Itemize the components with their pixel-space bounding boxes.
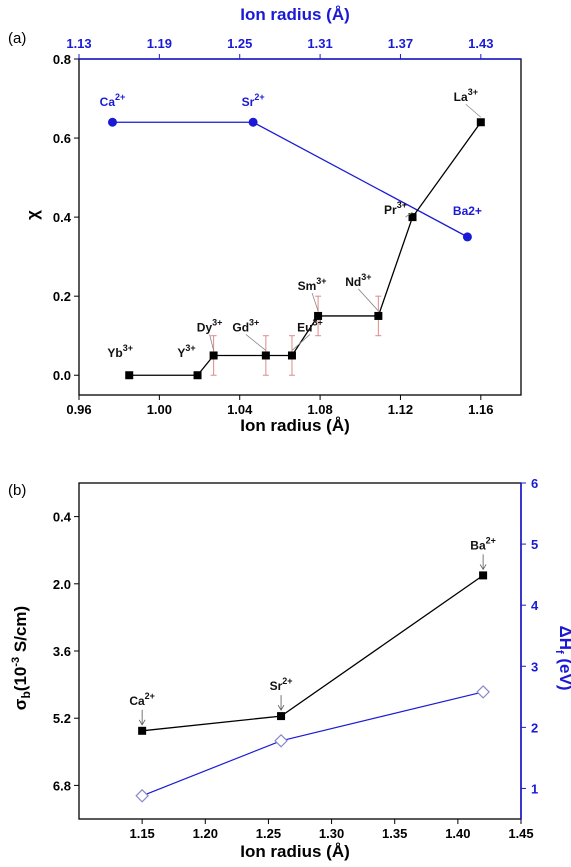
- panel-a-x-tick-label: 1.08: [307, 402, 332, 417]
- panel-a-y-axis-title: χ: [23, 210, 42, 220]
- panel-a-alkaline-point: [107, 117, 117, 127]
- panel-a-label-leader: [358, 288, 379, 312]
- panel-a-lanthanide-label: Pr3+: [384, 200, 407, 217]
- panel-b-left-axis-title: σb(10-3 S/cm): [10, 606, 33, 710]
- panel-a-lanthanide-label: Dy3+: [197, 317, 223, 334]
- panel-a-lanthanide-label: Yb3+: [107, 343, 133, 360]
- panel-a-alkaline-point: [248, 117, 258, 127]
- panel-a-label-leader: [209, 334, 214, 351]
- panel-b-x-tick-label: 1.35: [382, 826, 407, 841]
- panel-b-label-arrowhead: [138, 719, 146, 726]
- panel-a-top-tick-label: 1.25: [227, 36, 252, 51]
- panel-a-alkaline-point: [462, 232, 472, 242]
- panel-a-x-tick-label: 1.04: [227, 402, 253, 417]
- panel-b-right-tick-label: 2: [531, 720, 538, 735]
- panel-b-left-tick-label: 3.6: [53, 644, 71, 659]
- panel-a-label-leader: [405, 211, 413, 218]
- panel-a-label-leader: [311, 292, 319, 312]
- panel-b-conductivity-point: [277, 712, 286, 721]
- panel-b-label: (b): [8, 482, 26, 499]
- panel-b-x-axis-title: Ion radius (Å): [240, 842, 350, 861]
- panel-b-right-tick-label: 3: [531, 659, 538, 674]
- panel-b-enthalpy-line: [141, 691, 484, 797]
- panel-a-lanthanide-point: [209, 351, 218, 360]
- panel-b-x-tick-label: 1.25: [256, 826, 281, 841]
- panel-a-label-leader: [465, 103, 482, 118]
- panel-a-lanthanide-line: [129, 121, 482, 376]
- panel-a: (a) Ion radius (Å) Ion radius (Å) χ 0.96…: [8, 5, 522, 435]
- panel-a-label: (a): [8, 30, 26, 47]
- panel-a-x-tick-label: 1.16: [468, 402, 493, 417]
- panel-a-lanthanide-point: [125, 371, 134, 380]
- panel-a-lanthanide-label: Sm3+: [298, 276, 327, 293]
- panel-a-y-tick-label: 0.2: [53, 289, 71, 304]
- panel-b-conductivity-point: [479, 571, 488, 580]
- panel-a-top-tick-label: 1.19: [147, 36, 172, 51]
- panel-b-left-tick-label: 5.2: [53, 711, 71, 726]
- panel-a-y-tick-label: 0.8: [53, 52, 71, 67]
- panel-b-plot-frame: [78, 482, 522, 820]
- panel-b-x-tick-label: 1.15: [129, 826, 154, 841]
- panel-b-x-tick-label: 1.45: [508, 826, 533, 841]
- panel-b-right-tick-label: 5: [531, 537, 538, 552]
- panel-a-x-tick-label: 0.96: [66, 402, 91, 417]
- panel-b-conductivity-label: Ca2+: [129, 691, 155, 708]
- panel-b-conductivity-line: [142, 574, 484, 732]
- panel-a-bottom-axis-title: Ion radius (Å): [240, 416, 350, 435]
- panel-a-plot-frame: [78, 58, 522, 396]
- panel-b-left-tick-label: 2.0: [53, 577, 71, 592]
- panel-a-lanthanide-point: [287, 351, 296, 360]
- panel-a-lanthanide-point: [374, 311, 383, 320]
- panel-a-lanthanide-point: [476, 118, 485, 127]
- panel-b-enthalpy-point: [274, 733, 288, 748]
- panel-a-y-tick-label: 0.0: [53, 368, 71, 383]
- panel-a-lanthanide-label: Y3+: [177, 343, 195, 360]
- panel-a-y-tick-label: 0.4: [53, 210, 72, 225]
- panel-a-lanthanide-point: [261, 351, 270, 360]
- panel-b-conductivity-label: Sr2+: [270, 676, 293, 693]
- panel-b-right-tick-label: 4: [531, 598, 539, 613]
- panel-a-lanthanide-label: La3+: [454, 87, 478, 104]
- panel-b-right-tick-label: 6: [531, 476, 538, 491]
- panel-a-lanthanide-point: [193, 371, 202, 380]
- panel-a-alkaline-label: Sr2+: [242, 92, 265, 109]
- panel-a-lanthanide-label: Eu3+: [297, 317, 323, 334]
- panel-a-top-tick-label: 1.13: [66, 36, 91, 51]
- panel-a-top-axis-title: Ion radius (Å): [240, 5, 350, 24]
- panel-b: (b) Ion radius (Å) σb(10-3 S/cm) ΔHf (eV…: [8, 476, 571, 861]
- panel-a-lanthanide-label: Nd3+: [345, 272, 371, 289]
- panel-b-x-tick-label: 1.40: [445, 826, 470, 841]
- panel-b-left-tick-label: 0.4: [53, 510, 72, 525]
- panel-b-right-tick-label: 1: [531, 781, 538, 796]
- panel-a-alkaline-label: Ba2+: [453, 204, 482, 218]
- panel-b-label-arrowhead: [479, 564, 487, 571]
- panel-b-right-axis-title: ΔHf (eV): [553, 625, 571, 690]
- panel-a-top-tick-label: 1.37: [388, 36, 413, 51]
- panel-b-x-tick-label: 1.30: [319, 826, 344, 841]
- panel-a-y-tick-label: 0.6: [53, 131, 71, 146]
- panel-a-x-tick-label: 1.00: [147, 402, 172, 417]
- panel-a-alkaline-label: Ca2+: [100, 92, 126, 109]
- panel-a-x-tick-label: 1.12: [388, 402, 413, 417]
- panel-a-label-leader: [291, 334, 311, 351]
- panel-a-top-tick-label: 1.31: [307, 36, 332, 51]
- panel-b-conductivity-point: [138, 726, 147, 735]
- panel-b-enthalpy-point: [135, 788, 149, 803]
- panel-a-lanthanide-point: [314, 311, 323, 320]
- panel-a-lanthanide-point: [408, 213, 417, 222]
- panel-b-enthalpy-point: [476, 685, 490, 699]
- panel-b-left-tick-label: 6.8: [53, 778, 71, 793]
- panel-b-label-arrowhead: [277, 704, 285, 711]
- panel-a-top-tick-label: 1.43: [468, 36, 493, 51]
- panel-b-conductivity-label: Ba2+: [470, 535, 496, 552]
- panel-b-x-tick-label: 1.20: [193, 826, 218, 841]
- panel-a-lanthanide-label: Gd3+: [232, 317, 259, 334]
- panel-a-label-leader: [245, 334, 267, 351]
